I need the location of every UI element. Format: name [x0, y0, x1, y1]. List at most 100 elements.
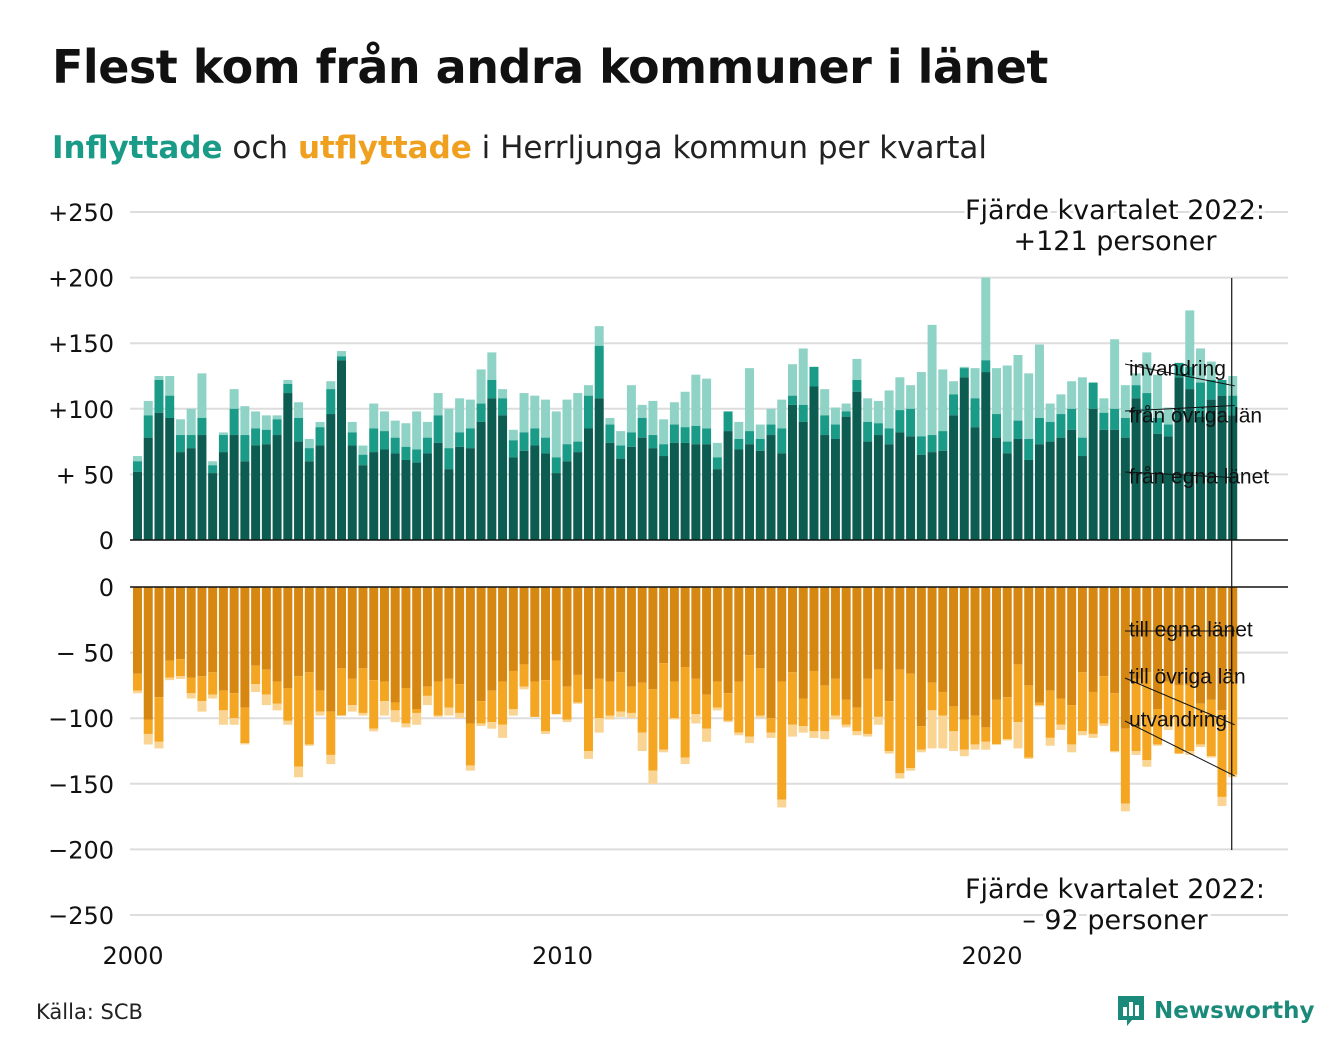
bar-outflow-own-county: [487, 587, 497, 691]
bar-outflow-other-county: [444, 678, 454, 708]
bar-inflow-own-county: [981, 372, 991, 540]
bar-outflow-other-county: [830, 678, 840, 716]
bar-inflow-own-county: [1045, 441, 1055, 540]
bar-outflow-emigration: [1217, 796, 1227, 807]
bar-inflow-immigration: [326, 381, 336, 390]
bar-inflow-other-county: [1067, 408, 1077, 430]
bar-inflow-other-county: [1110, 408, 1120, 430]
bar-inflow-immigration: [777, 399, 787, 429]
bar-outflow-emigration: [315, 711, 325, 716]
bar-outflow-emigration: [723, 720, 733, 723]
bar-outflow-other-county: [1067, 705, 1077, 745]
bar-inflow-own-county: [723, 431, 733, 540]
bar-outflow-emigration: [455, 712, 465, 719]
bar-outflow-other-county: [1174, 685, 1184, 754]
bar-inflow-own-county: [143, 437, 153, 540]
bar-outflow-emigration: [659, 749, 669, 753]
bar-inflow-own-county: [1067, 429, 1077, 540]
label-leader-outflow: [1124, 677, 1235, 726]
brand-logo: Newsworthy: [1116, 994, 1315, 1028]
bar-inflow-immigration: [519, 393, 529, 433]
bar-inflow-immigration: [218, 432, 228, 436]
bar-outflow-own-county: [455, 587, 465, 685]
bar-outflow-emigration: [133, 690, 142, 694]
y-tick-label-top: + 50: [56, 461, 114, 489]
bar-outflow-own-county: [1153, 587, 1163, 710]
bar-inflow-other-county: [1185, 366, 1195, 390]
bar-outflow-emigration: [626, 712, 636, 719]
bar-inflow-other-county: [133, 461, 142, 472]
y-tick-label-bottom: −250: [48, 902, 114, 930]
bar-outflow-emigration: [1088, 733, 1098, 738]
bar-inflow-immigration: [315, 421, 325, 428]
bar-outflow-own-county: [1099, 587, 1109, 677]
bar-outflow-own-county: [669, 587, 679, 682]
bar-inflow-own-county: [455, 446, 465, 540]
bar-outflow-emigration: [412, 712, 422, 725]
bar-inflow-own-county: [852, 391, 862, 540]
bar-outflow-emigration: [165, 677, 175, 681]
bar-outflow-own-county: [476, 587, 486, 702]
bar-outflow-emigration: [787, 724, 797, 737]
bar-inflow-immigration: [1206, 361, 1216, 380]
bar-outflow-other-county: [916, 726, 926, 750]
bar-outflow-other-county: [938, 691, 948, 716]
bar-inflow-own-county: [315, 445, 325, 540]
bar-inflow-immigration: [895, 377, 905, 411]
bar-inflow-other-county: [175, 435, 185, 453]
bar-inflow-own-county: [1185, 389, 1195, 540]
bar-inflow-immigration: [852, 358, 862, 380]
bar-inflow-other-county: [326, 389, 336, 415]
bar-inflow-own-county: [519, 450, 529, 540]
bar-inflow-immigration: [476, 369, 486, 404]
bar-outflow-other-county: [659, 663, 669, 750]
bar-inflow-own-county: [916, 454, 926, 540]
bar-inflow-other-county: [680, 427, 690, 443]
bar-inflow-immigration: [412, 411, 422, 450]
bar-outflow-emigration: [272, 703, 282, 711]
bar-outflow-other-county: [1196, 703, 1206, 745]
bar-outflow-emigration: [519, 686, 529, 690]
bar-inflow-own-county: [895, 432, 905, 540]
bar-outflow-emigration: [927, 710, 937, 749]
bar-outflow-emigration: [949, 731, 959, 751]
bar-outflow-emigration: [970, 744, 980, 750]
bar-outflow-other-county: [766, 718, 776, 733]
bar-outflow-own-county: [433, 587, 443, 682]
bar-inflow-other-county: [1013, 420, 1023, 439]
bar-inflow-other-county: [1024, 438, 1034, 460]
bar-inflow-other-county: [766, 424, 776, 436]
bar-outflow-own-county: [916, 587, 926, 727]
bar-inflow-other-county: [841, 411, 851, 417]
bar-inflow-own-county: [412, 462, 422, 540]
bar-inflow-immigration: [583, 385, 593, 396]
bar-inflow-own-county: [326, 414, 336, 540]
bar-inflow-own-county: [154, 412, 164, 540]
bar-inflow-other-county: [949, 394, 959, 416]
bar-inflow-other-county: [412, 449, 422, 463]
bar-inflow-other-county: [702, 428, 712, 445]
axes: +250 +200 +150 +100 + 50 0 0 − 50 −100 −150 −200 −2…: [48, 199, 1288, 970]
bar-outflow-other-county: [1099, 676, 1109, 724]
bar-inflow-immigration: [165, 376, 175, 396]
bar-inflow-immigration: [1196, 348, 1206, 383]
bar-inflow-own-county: [755, 450, 765, 540]
bar-outflow-emigration: [884, 751, 894, 754]
bar-outflow-other-county: [702, 694, 712, 729]
bar-inflow-immigration: [959, 366, 969, 369]
bar-inflow-immigration: [143, 400, 153, 416]
bar-inflow-immigration: [691, 374, 701, 426]
bar-outflow-other-county: [498, 681, 508, 725]
bar-inflow-other-county: [165, 395, 175, 418]
inflow-series-label: från egna länet: [1129, 466, 1269, 489]
bar-outflow-own-county: [583, 587, 593, 690]
bar-outflow-other-county: [626, 686, 636, 713]
bar-outflow-own-county: [992, 587, 1001, 700]
bar-inflow-other-county: [906, 408, 916, 437]
bar-outflow-emigration: [294, 766, 304, 778]
bar-inflow-other-county: [401, 446, 411, 460]
bar-outflow-own-county: [358, 587, 368, 669]
bar-inflow-immigration: [433, 393, 443, 416]
bar-inflow-immigration: [830, 407, 840, 425]
